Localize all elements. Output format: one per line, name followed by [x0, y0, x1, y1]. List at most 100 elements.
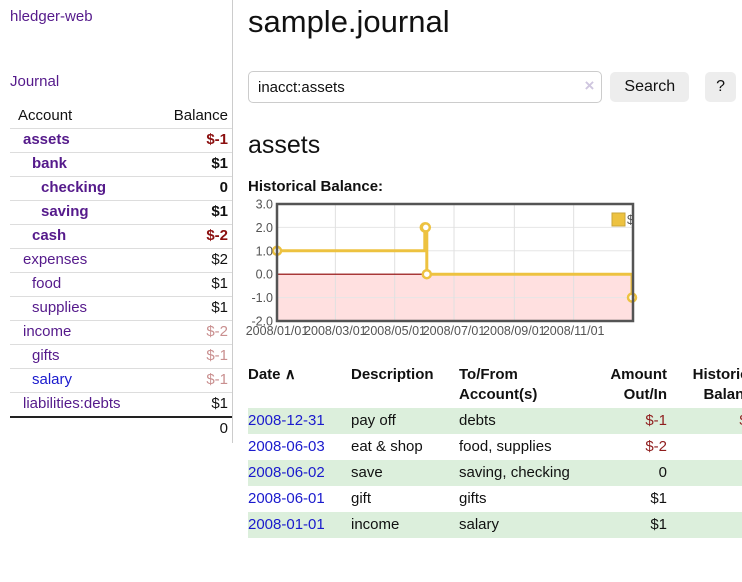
register-col-amount: Amount Out/In: [610, 366, 667, 403]
register-col-description: Description: [351, 366, 434, 383]
account-row: income $-2: [10, 320, 232, 345]
register-col-accounts: To/From Account(s): [459, 366, 538, 403]
accounts-total-row: 0: [10, 416, 232, 441]
account-row: saving $1: [10, 200, 232, 225]
transaction-amount: $1: [650, 490, 667, 507]
account-balance: $-2: [150, 224, 232, 249]
transaction-description: gift: [351, 490, 372, 507]
account-link[interactable]: salary: [32, 371, 73, 388]
account-balance: $1: [150, 272, 232, 297]
y-axis-tick-label: -1.0: [251, 291, 273, 305]
app-brand-link[interactable]: hledger-web: [10, 8, 93, 25]
page-title: sample.journal: [248, 4, 450, 39]
account-link[interactable]: bank: [32, 155, 68, 172]
account-balance: $-1: [150, 368, 232, 393]
historical-balance-chart: $3.0 2.0 1.0 0.0 -1.0 -2.0 2008/01/01 2008/03/0…: [246, 198, 648, 341]
account-link[interactable]: gifts: [32, 347, 60, 364]
account-link[interactable]: expenses: [23, 251, 88, 268]
nav-journal-link[interactable]: Journal: [10, 73, 60, 90]
transaction-description: eat & shop: [351, 438, 423, 455]
account-link[interactable]: food: [32, 275, 62, 292]
account-row: supplies $1: [10, 296, 232, 321]
register-header-row: Date ∧ Description To/From Account(s) Am…: [248, 362, 742, 408]
transaction-balance: $1: [669, 512, 742, 538]
account-row: expenses $2: [10, 248, 232, 273]
account-link[interactable]: checking: [41, 179, 107, 196]
help-button[interactable]: ?: [705, 72, 736, 102]
transaction-amount: 0: [582, 460, 669, 486]
data-point-marker: [420, 222, 432, 233]
account-balance: $1: [150, 200, 232, 225]
transaction-balance: $2: [669, 486, 742, 512]
transaction-accounts: debts: [459, 408, 582, 434]
search-input[interactable]: [248, 71, 603, 103]
account-heading: assets: [248, 131, 321, 159]
account-balance: $1: [150, 152, 232, 177]
account-row: liabilities:debts $1: [10, 392, 232, 417]
transaction-accounts: gifts: [459, 490, 487, 507]
transaction-amount: $-1: [582, 408, 669, 434]
legend-label: $: [627, 213, 634, 227]
transaction-date-link[interactable]: 2008-01-01: [248, 516, 325, 533]
x-axis-tick-label: 2008/03/01: [304, 324, 367, 338]
account-row: cash $-2: [10, 224, 232, 249]
accounts-col-account: Account: [18, 107, 73, 124]
account-row: food $1: [10, 272, 232, 297]
account-row: assets $-1: [10, 128, 232, 153]
account-link[interactable]: liabilities:debts: [23, 395, 121, 412]
transaction-description: pay off: [351, 408, 459, 434]
account-balance: $-1: [150, 128, 232, 153]
transaction-accounts: food, supplies: [459, 438, 552, 455]
clear-search-icon[interactable]: ×: [584, 76, 595, 95]
chart-label: Historical Balance:: [248, 178, 384, 195]
register-col-date[interactable]: Date ∧: [248, 366, 296, 383]
transaction-date-link[interactable]: 2008-06-01: [248, 490, 325, 507]
y-axis-tick-label: -2.0: [251, 315, 273, 329]
search-box: ×: [248, 71, 603, 103]
x-axis-tick-label: 2008/01/01: [246, 324, 309, 338]
transaction-accounts: salary: [459, 512, 582, 538]
transaction-date-link[interactable]: 2008-12-31: [248, 412, 325, 429]
account-link[interactable]: saving: [41, 203, 89, 220]
register-row: 2008-06-03 eat & shop food, supplies $-20: [248, 434, 742, 460]
account-balance: $-1: [150, 344, 232, 369]
account-balance: $1: [150, 296, 232, 321]
x-axis-tick-label: 2008/09/01: [483, 324, 546, 338]
register-row: 2008-06-01 gift gifts $1$2: [248, 486, 742, 512]
account-balance: 0: [150, 176, 232, 201]
transaction-amount: $1: [582, 512, 669, 538]
transaction-date-link[interactable]: 2008-06-03: [248, 438, 325, 455]
data-point-marker: [421, 268, 433, 280]
accounts-table: Account Balance assets $-1 bank $1 checking 0…: [10, 104, 232, 441]
account-link[interactable]: cash: [32, 227, 67, 244]
transaction-balance: 0: [669, 434, 742, 460]
y-axis-tick-label: 2.0: [256, 221, 273, 235]
transaction-description: income: [351, 512, 459, 538]
sidebar: hledger-web Journal Account Balance asse…: [0, 0, 233, 443]
transaction-balance: $-1: [669, 408, 742, 434]
x-axis-tick-label: 2008/05/01: [363, 324, 426, 338]
legend-swatch: [611, 212, 626, 227]
transaction-balance: $2: [669, 460, 742, 486]
transaction-description: save: [351, 460, 459, 486]
y-axis-tick-label: 0.0: [256, 268, 273, 282]
account-row: salary $-1: [10, 368, 232, 393]
account-link[interactable]: assets: [23, 131, 70, 148]
transaction-date-link[interactable]: 2008-06-02: [248, 464, 325, 481]
account-link[interactable]: income: [23, 323, 72, 340]
accounts-total-value: 0: [150, 416, 232, 441]
accounts-col-balance: Balance: [173, 107, 228, 124]
search-button[interactable]: Search: [610, 72, 690, 102]
account-link[interactable]: supplies: [32, 299, 88, 316]
x-axis-tick-label: 2008/11/01: [543, 324, 605, 338]
transaction-amount: $-2: [645, 438, 667, 455]
transaction-accounts: saving, checking: [459, 460, 582, 486]
chart-canvas: $3.0 2.0 1.0 0.0 -1.0 -2.02008/01/012008/03/0…: [246, 198, 638, 338]
account-row: checking 0: [10, 176, 232, 201]
search-bar: × Search ?: [248, 71, 736, 103]
account-balance: $-2: [150, 320, 232, 345]
y-axis-tick-label: 3.0: [256, 198, 273, 212]
